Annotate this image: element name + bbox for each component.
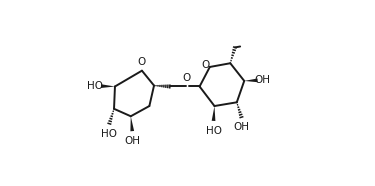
Polygon shape [244,78,258,82]
Text: HO: HO [206,126,222,136]
Polygon shape [101,84,115,88]
Text: O: O [138,57,146,67]
Text: HO: HO [87,81,104,91]
Text: OH: OH [124,136,140,146]
Text: HO: HO [101,129,117,139]
Polygon shape [211,106,215,121]
Polygon shape [130,116,134,131]
Text: OH: OH [234,122,249,132]
Text: O: O [202,60,210,70]
Text: OH: OH [255,75,271,85]
Text: O: O [182,73,190,83]
